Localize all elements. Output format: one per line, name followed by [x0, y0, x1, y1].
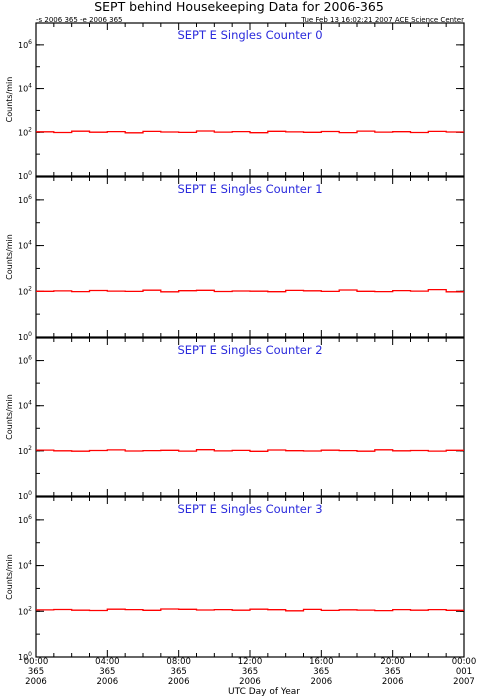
- y-tick-label: 104: [18, 560, 32, 571]
- panel-3: 100 102 104 106 Counts/min SEPT E Singles Cou…: [5, 496, 465, 662]
- y-tick-label: 100: [18, 651, 32, 662]
- panel-2: 100 102 104 106 Counts/min SEPT E Singles Cou…: [5, 337, 465, 501]
- panel-frame: [35, 176, 465, 338]
- x-tick-label: 365: [171, 667, 187, 677]
- x-axis-labels: 00:00365200604:00365200608:00365200612:0…: [24, 657, 477, 687]
- x-tick-label: 365: [385, 667, 401, 677]
- y-axis-label: Counts/min: [5, 234, 14, 280]
- x-tick-label: 2006: [97, 677, 119, 687]
- panel-title: SEPT E Singles Counter 1: [177, 182, 322, 196]
- panel-title: SEPT E Singles Counter 3: [177, 502, 322, 516]
- y-tick-label: 106: [18, 39, 32, 50]
- y-axis-label: Counts/min: [5, 394, 14, 440]
- y-tick-label: 100: [18, 170, 32, 181]
- panel-title: SEPT E Singles Counter 0: [177, 28, 322, 42]
- y-tick-label: 106: [18, 194, 32, 205]
- x-tick-label: 365: [99, 667, 115, 677]
- series-line: [36, 288, 464, 293]
- y-tick-label: 102: [18, 126, 32, 137]
- y-tick-label: 102: [18, 285, 32, 296]
- y-tick-label: 102: [18, 445, 32, 456]
- panel-frame: [35, 337, 465, 497]
- y-tick-label: 104: [18, 240, 32, 251]
- x-tick-label: 08:00: [166, 657, 191, 667]
- x-tick-label: 12:00: [238, 657, 263, 667]
- y-axis-label: Counts/min: [5, 554, 14, 600]
- y-tick-label: 106: [18, 514, 32, 525]
- y-tick-label: 102: [18, 605, 32, 616]
- x-tick-label: 2006: [239, 677, 261, 687]
- x-tick-label: 20:00: [380, 657, 405, 667]
- x-tick-label: 16:00: [309, 657, 334, 667]
- chart-title: SEPT behind Housekeeping Data for 2006-3…: [94, 0, 384, 14]
- x-tick-label: 2006: [168, 677, 190, 687]
- x-tick-label: 365: [28, 667, 44, 677]
- y-tick-label: 100: [18, 331, 32, 342]
- chart-subtitle-right: Tue Feb 13 16:02:21 2007 ACE Science Cen…: [300, 16, 464, 24]
- series-line: [36, 130, 464, 134]
- x-tick-label: 2006: [311, 677, 333, 687]
- x-axis-title: UTC Day of Year: [228, 687, 300, 697]
- y-tick-label: 104: [18, 400, 32, 411]
- x-tick-label: 04:00: [95, 657, 120, 667]
- chart-panels: 100 102 104 106 Counts/min SEPT E Singles Cou…: [5, 22, 465, 662]
- y-tick-label: 104: [18, 83, 32, 94]
- y-tick-label: 100: [18, 490, 32, 501]
- panel-title: SEPT E Singles Counter 2: [177, 343, 322, 357]
- x-tick-label: 2007: [453, 677, 475, 687]
- y-tick-label: 106: [18, 355, 32, 366]
- panel-0: 100 102 104 106 Counts/min SEPT E Singles Cou…: [5, 22, 465, 181]
- x-tick-label: 365: [242, 667, 258, 677]
- panel-1: 100 102 104 106 Counts/min SEPT E Singles Cou…: [5, 176, 465, 342]
- y-axis-label: Counts/min: [5, 77, 14, 123]
- series-line: [36, 449, 464, 452]
- x-tick-label: 00:00: [24, 657, 49, 667]
- chart-subtitle-left: -s 2006 365 -e 2006 365: [36, 16, 122, 24]
- x-tick-label: 001: [456, 667, 472, 677]
- panel-frame: [35, 496, 465, 658]
- x-tick-label: 2006: [382, 677, 404, 687]
- series-line: [36, 608, 464, 612]
- x-tick-label: 00:00: [452, 657, 477, 667]
- x-tick-label: 365: [313, 667, 329, 677]
- x-tick-label: 2006: [25, 677, 47, 687]
- panel-frame: [35, 22, 465, 177]
